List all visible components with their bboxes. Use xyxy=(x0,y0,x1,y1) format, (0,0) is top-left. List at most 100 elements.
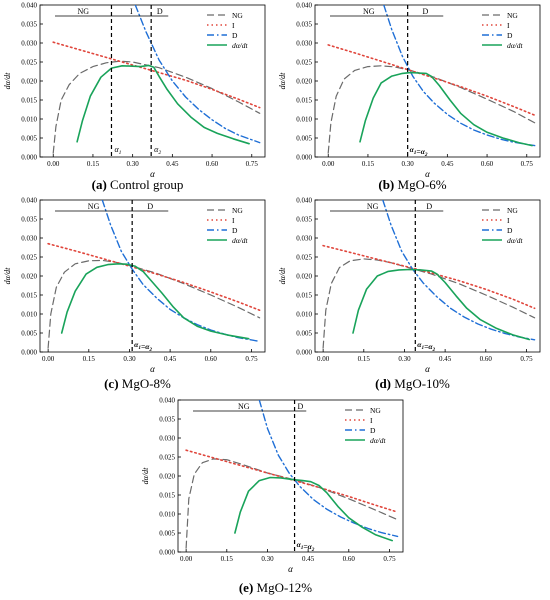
panel-b-series-rate-line xyxy=(359,71,533,147)
panel-a-x-tick-label: 0.30 xyxy=(127,160,140,168)
panel-c-stage-label-d: D xyxy=(147,202,153,211)
panel-b-x-tick-label: 0.45 xyxy=(441,160,454,168)
panel-e-x-tick-label: 0.15 xyxy=(221,555,234,563)
panel-a-boundary-label-2: α2 xyxy=(154,145,161,156)
panel-a-stage-label-ng: NG xyxy=(77,7,89,16)
panel-b-legend-label-rate: dα/dt xyxy=(507,41,524,50)
panel-b-y-tick-label: 0.030 xyxy=(296,40,312,48)
panel-d-x-tick-label: 0.45 xyxy=(439,355,452,363)
panel-e-label: (e) xyxy=(238,580,254,595)
panel-c-x-tick-label: 0.45 xyxy=(164,355,177,363)
panel-a-series-ng-line xyxy=(52,60,261,154)
panel-c-y-tick-label: 0.020 xyxy=(21,273,37,281)
panel-e-x-tick-label: 0.00 xyxy=(180,555,193,563)
panel-a-legend-label-rate: dα/dt xyxy=(232,41,249,50)
panel-b-caption: (b) MgO-6% xyxy=(275,177,550,193)
panel-e-y-tick-label: 0.020 xyxy=(159,473,175,481)
panel-e-x-tick-label: 0.45 xyxy=(302,555,315,563)
panel-c-series-group xyxy=(47,200,261,349)
panel-a-stage-label-i: I xyxy=(130,7,133,16)
panel-d-chart: 0.000 0.005 0.010 0.015 0.020 0.025 0.030 0.035… xyxy=(278,197,541,374)
panel-a-x-axis-label: α xyxy=(150,169,155,179)
panel-e-boundary-label-1: α1=α2 xyxy=(297,540,315,553)
panel-a-series-d-line xyxy=(134,5,261,144)
panel-a-label: (a) xyxy=(91,177,107,192)
panel-c-x-tick-label: 0.30 xyxy=(123,355,136,363)
panel-b-y-tick-label: 0.015 xyxy=(296,97,312,105)
panel-c-chart: 0.000 0.005 0.010 0.015 0.020 0.025 0.030 0.035… xyxy=(3,197,266,374)
panel-a-x-tick-label: 0.75 xyxy=(246,160,259,168)
panel-b-x-tick-label: 0.00 xyxy=(322,160,335,168)
panel-a-y-axis-label: dα/dt xyxy=(3,72,12,89)
panel-e-y-tick-label: 0.030 xyxy=(159,435,175,443)
panel-c-y-tick-label: 0.000 xyxy=(21,349,37,357)
panel-e-series-group xyxy=(185,400,399,549)
panel-c-y-tick-label: 0.030 xyxy=(21,235,37,243)
panel-c-series-rate-line xyxy=(60,263,250,340)
panel-e-series-d-line xyxy=(258,400,399,538)
panel-c-legend-label-d: D xyxy=(232,226,238,235)
panel-e-legend-label-ng: NG xyxy=(370,406,381,415)
panel-c-caption: (c) MgO-8% xyxy=(0,376,275,392)
panel-d-y-tick-label: 0.030 xyxy=(296,235,312,243)
panel-e-stage-label-ng: NG xyxy=(238,402,250,411)
panel-e-stage-label-d: D xyxy=(298,402,304,411)
panel-a-x-tick-label: 0.45 xyxy=(166,160,179,168)
panel-d-legend-label-rate: dα/dt xyxy=(507,236,524,245)
panel-a-legend-label-i: I xyxy=(232,21,235,30)
panel-b-legend-label-d: D xyxy=(507,31,513,40)
panel-a-x-tick-label: 0.60 xyxy=(206,160,219,168)
panel-c-series-d-line xyxy=(101,200,261,343)
panel-e-x-tick-label: 0.30 xyxy=(261,555,274,563)
panel-c-boundary-label-1: α1=α2 xyxy=(134,340,152,353)
panel-c-series-i-line xyxy=(47,242,261,311)
panel-a-y-tick-label: 0.005 xyxy=(21,135,37,143)
panel-e-series-i-line xyxy=(185,449,399,513)
panel-b-series-ng-line xyxy=(327,65,536,154)
panel-e-y-tick-label: 0.000 xyxy=(159,549,175,557)
panel-a-chart: 0.000 0.005 0.010 0.015 0.020 0.025 0.030 0.035… xyxy=(3,2,266,179)
panel-a-y-tick-label: 0.040 xyxy=(21,2,37,10)
panel-b-legend-label-ng: NG xyxy=(507,11,518,20)
panel-b-chart: 0.000 0.005 0.010 0.015 0.020 0.025 0.030 0.035… xyxy=(278,2,541,179)
panel-a-y-tick-label: 0.035 xyxy=(21,21,37,29)
panel-d-stage-label-ng: NG xyxy=(367,202,379,211)
panel-b-y-tick-label: 0.035 xyxy=(296,21,312,29)
panel-c-y-axis-label: dα/dt xyxy=(3,267,12,284)
panel-d-y-axis-label: dα/dt xyxy=(278,267,287,284)
panel-b-y-tick-label: 0.000 xyxy=(296,154,312,162)
panel-c-x-axis-label: α xyxy=(150,364,155,374)
panel-d-y-tick-label: 0.040 xyxy=(296,197,312,205)
panel-b-y-tick-label: 0.005 xyxy=(296,135,312,143)
panel-e-y-tick-label: 0.005 xyxy=(159,530,175,538)
panel-e-legend-label-rate: dα/dt xyxy=(370,436,387,445)
panel-a-caption: (a) Control group xyxy=(0,177,275,193)
panel-e-chart: 0.000 0.005 0.010 0.015 0.020 0.025 0.030 0.035… xyxy=(141,397,404,574)
panel-c-x-tick-label: 0.00 xyxy=(42,355,55,363)
panel-d-boundary-label-1: α1=α2 xyxy=(417,340,435,353)
panel-c-series-ng-line xyxy=(47,259,261,349)
panel-a-x-tick-label: 0.15 xyxy=(87,160,100,168)
panel-c-y-tick-label: 0.005 xyxy=(21,330,37,338)
panel-d-series-i-line xyxy=(322,244,536,310)
panel-d-caption-text: MgO-10% xyxy=(394,376,450,391)
panel-d-series-group xyxy=(322,200,536,349)
panel-d-x-tick-label: 0.00 xyxy=(317,355,330,363)
panel-d-series-ng-line xyxy=(322,258,536,349)
panel-a-x-tick-label: 0.00 xyxy=(47,160,60,168)
panel-d-y-tick-label: 0.005 xyxy=(296,330,312,338)
panel-b-series-group xyxy=(327,5,536,154)
panel-b-x-tick-label: 0.30 xyxy=(402,160,415,168)
panel-b-y-tick-label: 0.010 xyxy=(296,116,312,124)
panel-a-boundary-label-1: α1 xyxy=(114,145,121,156)
panel-b-y-tick-label: 0.025 xyxy=(296,59,312,67)
panel-c-x-tick-label: 0.15 xyxy=(83,355,96,363)
panel-c-y-tick-label: 0.040 xyxy=(21,197,37,205)
panel-c-x-tick-label: 0.75 xyxy=(245,355,258,363)
panel-e-y-tick-label: 0.040 xyxy=(159,397,175,405)
panel-c-y-tick-label: 0.010 xyxy=(21,311,37,319)
panel-b-x-tick-label: 0.75 xyxy=(521,160,534,168)
panel-e-legend-label-i: I xyxy=(370,416,373,425)
panel-a-y-tick-label: 0.020 xyxy=(21,78,37,86)
panel-d-y-tick-label: 0.015 xyxy=(296,292,312,300)
